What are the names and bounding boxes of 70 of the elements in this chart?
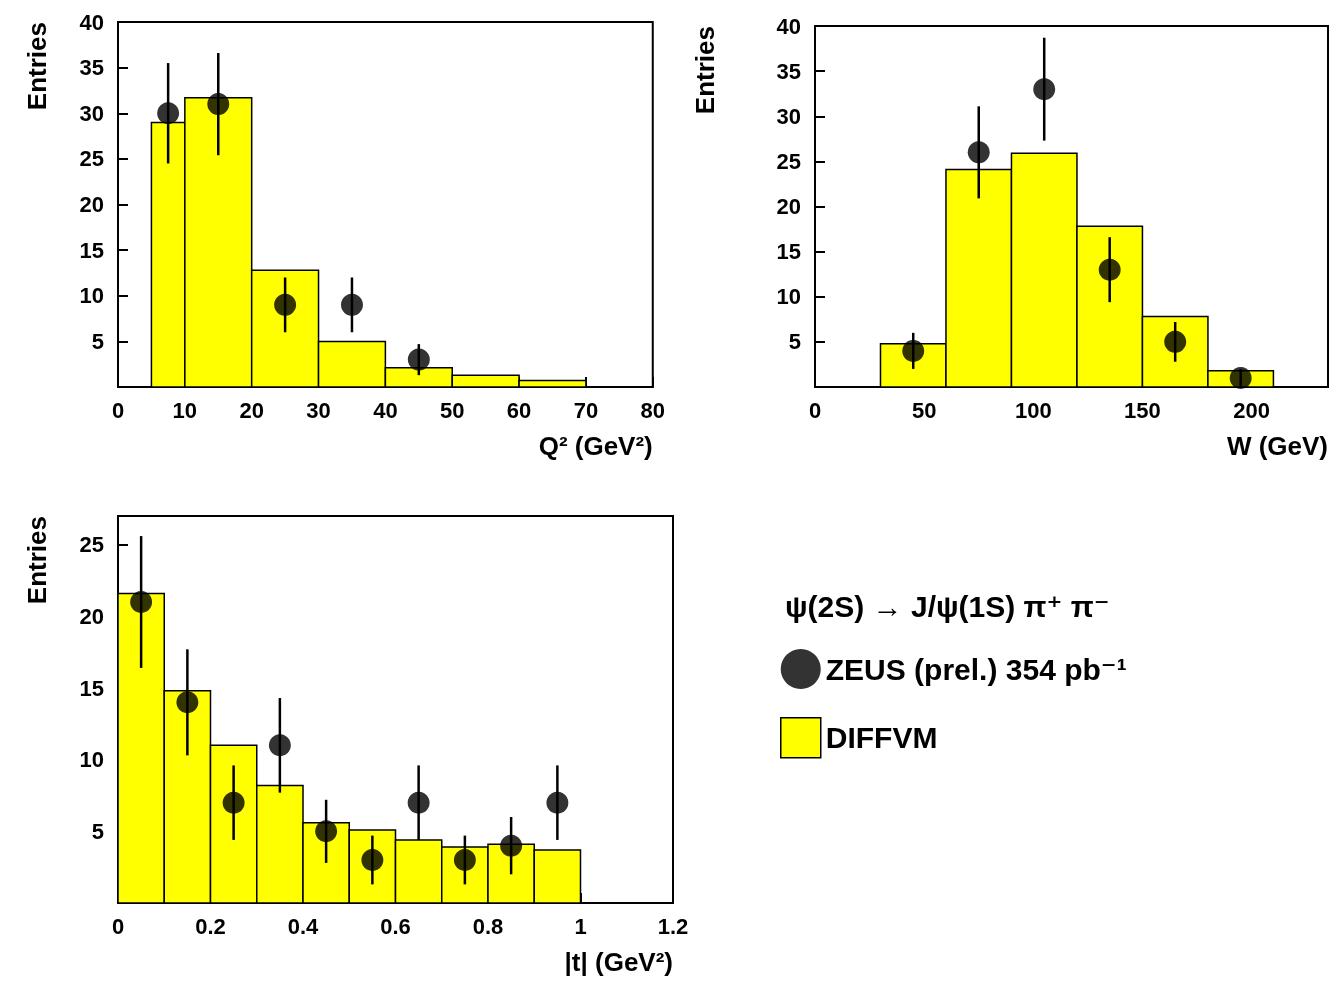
y-tick-label: 30	[776, 103, 801, 129]
x-axis-title: Q² (GeV²)	[538, 431, 653, 461]
x-axis-title: |t| (GeV²)	[564, 947, 673, 977]
x-tick-label: 50	[911, 397, 937, 423]
point	[902, 339, 925, 362]
y-tick-label: 10	[776, 284, 801, 310]
x-tick-label: 0.6	[380, 913, 411, 939]
y-tick-label: 25	[79, 532, 104, 558]
y-axis-title: Entries	[22, 22, 52, 111]
x-tick-label: 60	[506, 397, 532, 423]
point	[130, 591, 153, 613]
y-tick-label: 35	[79, 55, 104, 81]
y-tick-label: 10	[79, 747, 104, 773]
point	[407, 348, 430, 371]
point	[967, 141, 990, 164]
legend-label: DIFFVM	[825, 721, 938, 755]
point	[340, 293, 363, 316]
x-tick-label: 70	[573, 397, 599, 423]
x-tick-label: 10	[172, 397, 198, 423]
y-tick-label: 35	[776, 58, 801, 84]
x-tick-label: 30	[306, 397, 331, 423]
point	[1033, 78, 1056, 101]
y-tick-label: 20	[79, 192, 104, 217]
y-tick-label: 25	[79, 146, 104, 172]
point	[407, 791, 430, 814]
point	[1098, 258, 1121, 281]
x-tick-label: 0	[808, 397, 822, 423]
point	[176, 691, 199, 714]
y-axis-title: Entries	[22, 516, 52, 605]
x-axis-title: W (GeV)	[1226, 431, 1328, 461]
x-tick-label: 150	[1124, 397, 1161, 423]
y-tick-label: 15	[79, 675, 104, 701]
legend-label: ZEUS (prel.) 354 pb⁻¹	[825, 652, 1127, 686]
x-tick-label: 0	[111, 913, 125, 939]
y-tick-label: 5	[788, 329, 801, 355]
point	[1229, 366, 1252, 389]
point	[207, 93, 230, 116]
y-tick-label: 30	[79, 100, 104, 126]
x-tick-label: 80	[640, 397, 666, 423]
point	[315, 820, 338, 843]
point	[546, 791, 569, 814]
x-tick-label: 100	[1014, 397, 1052, 423]
x-tick-label: 1.2	[657, 913, 689, 939]
x-tick-label: 0.4	[287, 913, 320, 939]
y-tick-label: 20	[776, 194, 801, 219]
y-tick-label: 5	[91, 818, 104, 844]
y-tick-label: 20	[79, 603, 104, 629]
point	[500, 834, 523, 857]
y-tick-label: 15	[79, 237, 104, 263]
y-tick-label: 15	[776, 239, 801, 265]
x-tick-label: 50	[439, 397, 465, 423]
x-tick-label: 0.8	[472, 913, 504, 939]
x-tick-label: 40	[373, 397, 398, 423]
y-axis-title: Entries	[690, 26, 720, 115]
x-tick-label: 0	[111, 397, 125, 423]
x-tick-label: 1	[574, 913, 587, 939]
x-tick-label: 0.2	[195, 913, 226, 939]
y-tick-label: 40	[776, 13, 801, 39]
point	[268, 734, 291, 757]
x-tick-label: 20	[239, 397, 264, 423]
point	[453, 849, 476, 871]
legend-title: ψ(2S) → J/ψ(1S) π⁺ π⁻	[785, 589, 1110, 623]
x-tick-label: 200	[1233, 397, 1270, 423]
point	[274, 293, 297, 316]
point	[157, 102, 180, 125]
y-tick-label: 25	[776, 148, 801, 174]
point	[222, 791, 245, 814]
y-tick-label: 40	[79, 9, 104, 35]
y-tick-label: 10	[79, 283, 104, 309]
y-tick-label: 5	[91, 328, 104, 354]
